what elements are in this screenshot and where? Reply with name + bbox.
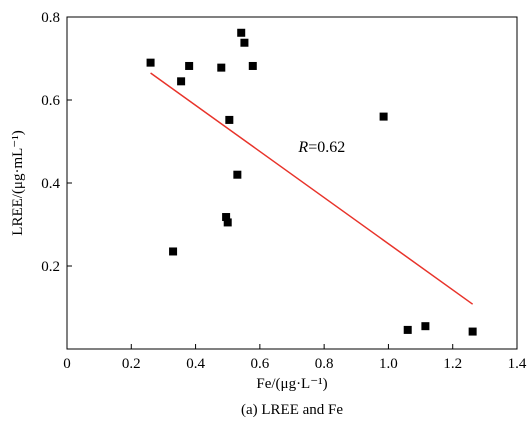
data-point (421, 322, 430, 331)
r-symbol: R (297, 139, 308, 156)
data-point (248, 61, 257, 70)
plot-frame (66, 16, 518, 350)
data-point (185, 61, 194, 70)
x-tick-label: 1.0 (379, 356, 398, 372)
data-point (146, 58, 155, 67)
data-point (169, 247, 178, 256)
data-point (217, 63, 226, 72)
figure-caption: (a) LREE and Fe (241, 402, 343, 418)
data-point (240, 38, 249, 47)
data-point (177, 77, 186, 86)
data-point (233, 170, 242, 179)
y-tick-label: 0.6 (41, 93, 60, 109)
axes (66, 16, 518, 350)
data-point (237, 28, 246, 37)
trendline (150, 72, 474, 305)
r-value: =0.62 (308, 139, 345, 156)
data-point (403, 325, 412, 334)
trendline-group (150, 72, 474, 305)
y-tick-label: 0.8 (41, 10, 60, 26)
data-point (223, 218, 232, 227)
y-tick-label: 0.4 (41, 176, 60, 192)
data-points (146, 28, 477, 336)
data-point (225, 115, 234, 124)
data-point (222, 213, 231, 222)
x-tick-label: 1.2 (443, 356, 462, 372)
y-tick-label: 0.2 (41, 259, 60, 275)
x-tick-label: 1.4 (508, 356, 527, 372)
ticks: 0 0.2 0.4 0.6 0.8 1.0 1.2 1.4 0.2 0.4 0.6 0.8 (41, 10, 527, 372)
r-annotation: R=0.62 (297, 139, 345, 156)
data-point (468, 327, 477, 336)
x-tick-label: 0.4 (186, 356, 205, 372)
x-tick-label: 0.8 (315, 356, 334, 372)
x-tick-label: 0.2 (122, 356, 141, 372)
x-tick-label: 0.6 (250, 356, 269, 372)
x-axis-title: Fe/(μg·L⁻¹) (256, 376, 327, 392)
x-tick-label: 0 (63, 356, 71, 372)
y-axis-title: LREE/(μg·mL⁻¹) (10, 130, 26, 235)
data-point (379, 112, 388, 121)
